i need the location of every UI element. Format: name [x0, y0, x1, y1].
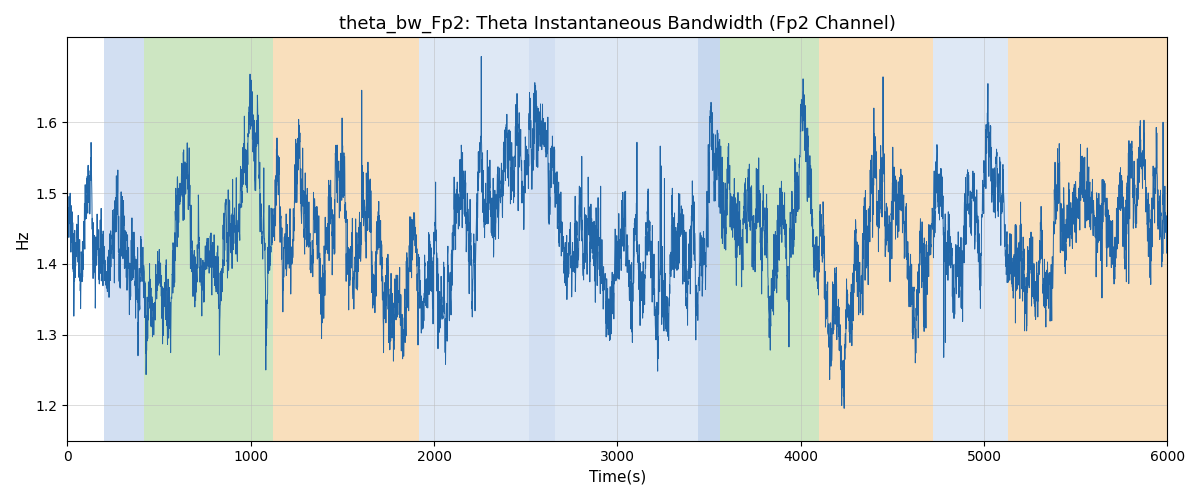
- Bar: [1008, 38, 1168, 440]
- Bar: [820, 38, 932, 440]
- Bar: [720, 38, 820, 440]
- Bar: [932, 38, 1008, 440]
- Bar: [698, 38, 720, 440]
- X-axis label: Time(s): Time(s): [589, 470, 646, 485]
- Title: theta_bw_Fp2: Theta Instantaneous Bandwidth (Fp2 Channel): theta_bw_Fp2: Theta Instantaneous Bandwi…: [338, 15, 896, 34]
- Y-axis label: Hz: Hz: [16, 230, 30, 249]
- Bar: [420, 38, 529, 440]
- Bar: [272, 38, 420, 440]
- Bar: [144, 38, 272, 440]
- Bar: [556, 38, 698, 440]
- Bar: [104, 38, 144, 440]
- Bar: [529, 38, 556, 440]
